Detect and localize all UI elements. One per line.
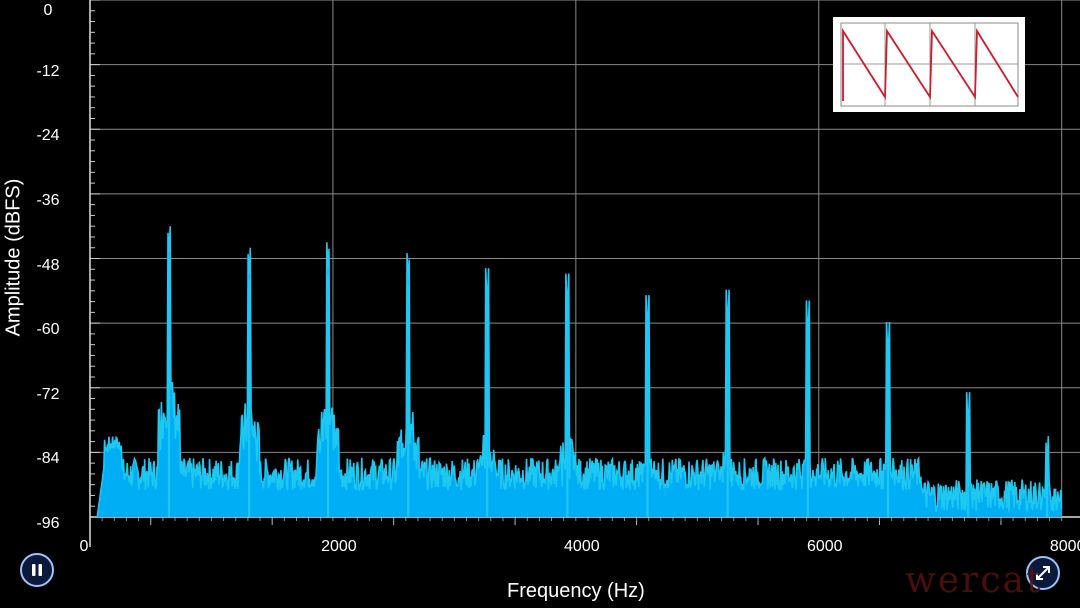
x-tick-label: 8000 — [1049, 538, 1080, 555]
x-tick-label: 4000 — [564, 538, 600, 555]
y-tick-label: 0 — [43, 2, 53, 19]
y-tick-label: -12 — [36, 62, 60, 80]
x-tick-label: 0 — [79, 538, 89, 555]
expand-button[interactable] — [1026, 556, 1060, 590]
x-tick-label: 2000 — [321, 538, 357, 555]
y-tick-label: -24 — [36, 127, 60, 145]
y-tick-label: -96 — [36, 515, 60, 532]
waveform-inset — [833, 17, 1025, 112]
y-tick-label: -48 — [36, 256, 60, 274]
spectrum-line — [96, 226, 1063, 518]
y-tick-label: -72 — [36, 385, 60, 403]
x-tick-label: 6000 — [806, 538, 843, 555]
pause-button[interactable] — [20, 553, 54, 587]
y-tick-label: -60 — [36, 321, 60, 339]
watermark: wercat — [905, 560, 1043, 601]
y-tick-label: -36 — [36, 191, 60, 209]
x-axis-label: Frequency (Hz) — [507, 580, 645, 602]
sawtooth-wave — [842, 27, 1019, 101]
pause-icon — [32, 564, 42, 576]
y-tick-label: -84 — [36, 450, 60, 468]
expand-icon — [1036, 566, 1050, 580]
